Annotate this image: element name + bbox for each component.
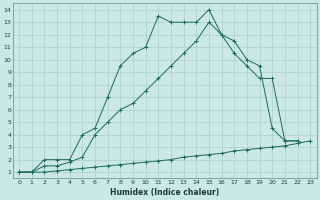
X-axis label: Humidex (Indice chaleur): Humidex (Indice chaleur) (110, 188, 219, 197)
